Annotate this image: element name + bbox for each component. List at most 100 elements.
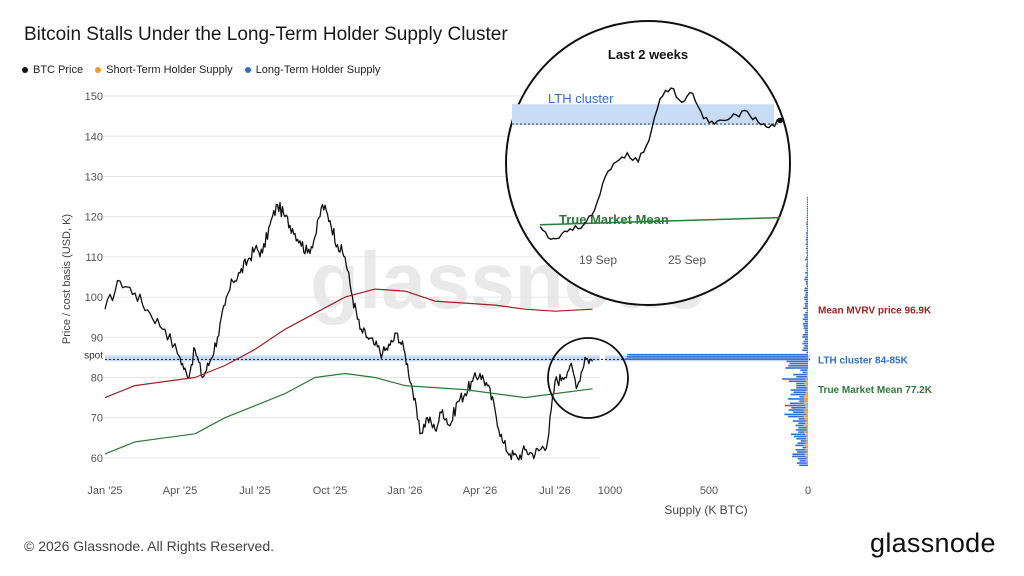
y-tick-label: 90 [91, 332, 103, 344]
hist-bar-lth [795, 424, 808, 427]
hist-bar-lth [806, 223, 808, 226]
hist-bar-sth [806, 426, 808, 429]
legend-item-btc-price[interactable]: BTC Price [22, 64, 83, 76]
hist-bar-lth [806, 218, 808, 221]
hist-bar-sth [804, 400, 808, 402]
hist-bar-lth [806, 216, 808, 219]
hist-bar-lth [806, 234, 808, 237]
hist-bar-lth [805, 238, 808, 241]
hist-bar-lth [806, 245, 808, 248]
hist-bar-sth [806, 457, 808, 460]
inset-title: Last 2 weeks [608, 47, 688, 62]
hist-bar-lth [804, 316, 808, 318]
hist-bar-lth [805, 256, 808, 259]
hist-bar-lth [805, 300, 808, 303]
hist-bar-sth [804, 382, 808, 385]
series-line-btc-price [104, 201, 594, 461]
inset-x-tick-label: 19 Sep [579, 253, 617, 267]
hist-bar-lth [797, 442, 808, 444]
hist-bar-lth [806, 225, 808, 228]
glassnode-logo[interactable]: glassnode [870, 528, 996, 558]
copyright: © 2026 Glassnode. All Rights Reserved. [24, 538, 275, 554]
hist-bar-lth [804, 298, 808, 301]
hist-bar-sth [804, 398, 808, 400]
legend-label: BTC Price [33, 64, 84, 76]
hist-bar-sth [804, 433, 808, 436]
hist-bar-lth [788, 415, 808, 418]
price-chart: 60 70 80 90 100 110 120 130 140 150 Price / cost b… [61, 91, 810, 497]
hist-bar-lth [803, 325, 808, 327]
hist-bar-sth [803, 409, 808, 411]
hist-bar-lth [804, 296, 808, 298]
hist-bar-lth [796, 382, 808, 385]
hist-bar-lth [799, 460, 808, 462]
hist-bar-lth [804, 329, 808, 332]
hist-bar-sth [806, 389, 808, 391]
hist-bar-sth [805, 406, 808, 409]
hist-x-tick-label: 1000 [598, 485, 622, 497]
legend-item-sth-supply[interactable]: Short-Term Holder Supply [95, 64, 233, 76]
hist-bar-lth [624, 358, 808, 360]
hist-bar-lth [805, 276, 808, 279]
hist-bar-sth [806, 369, 808, 371]
hist-bar-lth [782, 378, 808, 380]
x-tick-label: Jul '25 [239, 485, 270, 497]
hist-bar-lth [805, 272, 808, 274]
hist-bar-lth [806, 196, 808, 199]
hist-bar-lth [806, 252, 808, 254]
hist-bar-lth [794, 435, 808, 438]
hist-bar-sth [805, 442, 808, 444]
inset-last-2-weeks: Last 2 weeks LTH cluster True Market Mean 1… [505, 20, 791, 306]
hist-bar-lth [804, 278, 808, 281]
hist-bar-lth [806, 267, 808, 270]
x-tick-label: Jan '26 [387, 485, 422, 497]
hist-bar-lth [803, 340, 808, 343]
hist-bar-lth [806, 285, 808, 287]
hist-x-tick-label: 500 [700, 485, 718, 497]
hist-bar-lth [795, 448, 808, 451]
inset-price-line [539, 87, 781, 240]
hist-bar-lth [806, 221, 808, 223]
legend-dot [244, 67, 251, 73]
hist-x-tick-label: 0 [805, 485, 811, 497]
hist-bar-sth [805, 460, 808, 462]
hist-bar-lth [805, 283, 808, 285]
hist-bar-lth [805, 247, 808, 250]
chart-title: Bitcoin Stalls Under the Long-Term Holde… [24, 24, 508, 45]
hist-bar-sth [806, 462, 808, 464]
hist-bar-lth [793, 411, 808, 414]
hist-bar-lth [803, 327, 808, 329]
hist-bar-lth [788, 398, 808, 400]
hist-bar-sth [804, 378, 808, 380]
hist-bar-lth [798, 426, 808, 429]
hist-bar-lth [797, 451, 808, 453]
supply-histogram: 1000 500 0 Supply (K BTC) Mean MVRV price 96… [598, 196, 933, 517]
hist-bar-lth [796, 384, 808, 387]
hist-bar-lth [806, 236, 808, 239]
legend-item-lth-supply[interactable]: Long-Term Holder Supply [244, 64, 380, 76]
hist-bar-lth [790, 433, 808, 436]
hist-bar-lth [803, 314, 808, 316]
hist-bar-lth [803, 307, 808, 310]
inset-price-end-dot [777, 117, 783, 124]
hist-bar-lth [804, 320, 808, 323]
hist-bar-sth [806, 429, 808, 431]
legend: BTC Price Short-Term Holder Supply Long-… [22, 64, 380, 76]
hist-bar-lth [790, 393, 808, 396]
hist-bar-lth [796, 462, 808, 464]
hist-bar-lth [805, 243, 808, 245]
inset-circle [505, 20, 791, 306]
x-tick-label: Jan '25 [87, 485, 122, 497]
hist-bar-sth [804, 404, 808, 407]
hist-bar-sth [805, 384, 808, 387]
hist-bar-lth [788, 380, 808, 383]
hist-bar-lth [799, 464, 808, 467]
hist-bar-lth [799, 400, 808, 402]
hist-bar-sth [806, 446, 808, 449]
hist-bar-sth [806, 371, 808, 374]
hist-bar-lth [806, 207, 808, 210]
hist-bar-lth [806, 212, 808, 214]
hist-bar-lth [806, 210, 808, 212]
hist-bar-lth [802, 446, 808, 449]
hist-bar-lth [786, 360, 808, 363]
